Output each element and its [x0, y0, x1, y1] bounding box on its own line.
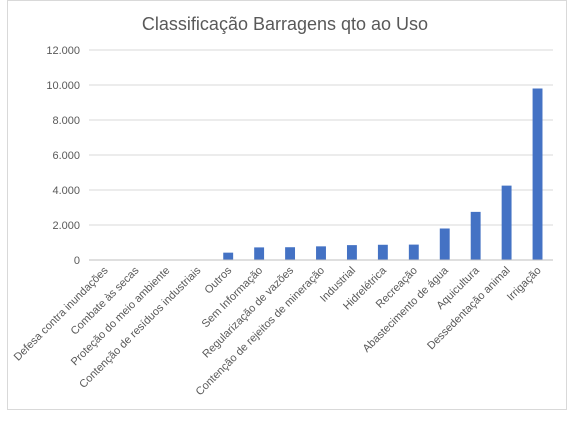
chart-frame: Classificação Barragens qto ao Uso 0 2.00… [7, 0, 567, 410]
bar [532, 88, 543, 260]
y-axis-tick-labels: 0 2.000 4.000 6.000 8.000 10.000 12.000 [46, 45, 80, 267]
bar [377, 244, 388, 260]
bar [470, 211, 481, 260]
y-tick-label: 10.000 [46, 80, 80, 92]
bar [254, 247, 265, 260]
y-tick-label: 4.000 [52, 185, 80, 197]
y-tick-label: 0 [74, 255, 80, 267]
bar [501, 185, 512, 260]
y-tick-label: 6.000 [52, 150, 80, 162]
y-tick-label: 12.000 [46, 45, 80, 57]
bar [285, 247, 296, 260]
y-tick-label: 2.000 [52, 220, 80, 232]
chart-title: Classificação Barragens qto ao Uso [142, 14, 428, 34]
bar [408, 244, 419, 260]
chart-svg: Classificação Barragens qto ao Uso 0 2.00… [12, 14, 553, 398]
gridlines [89, 49, 553, 226]
bar [223, 252, 234, 260]
x-tick-label: Irrigação [505, 265, 544, 304]
bar [439, 228, 450, 260]
bars [99, 88, 543, 260]
bar [316, 246, 326, 260]
y-tick-label: 8.000 [52, 115, 80, 127]
bar [346, 245, 357, 260]
